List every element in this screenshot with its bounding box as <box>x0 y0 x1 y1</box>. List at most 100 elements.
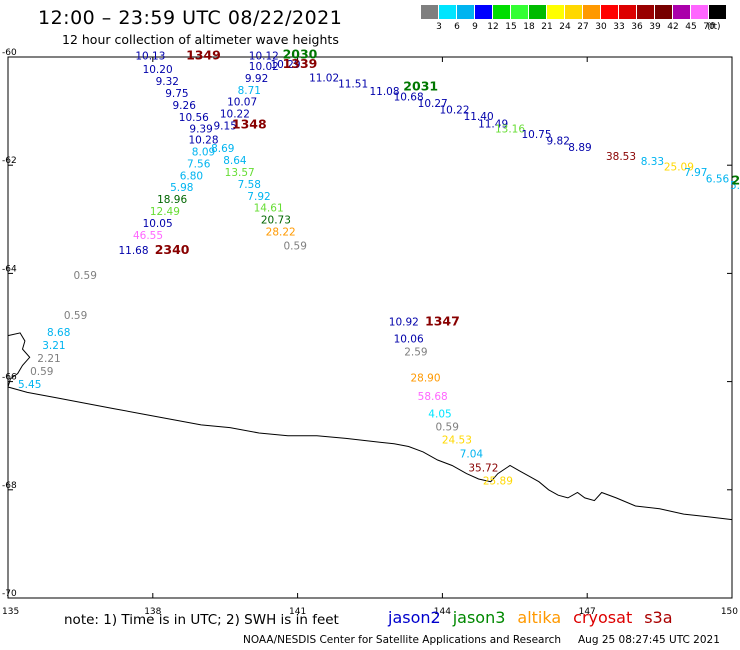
scale-swatch <box>457 5 474 19</box>
wave-height-label: 5.45 <box>18 379 41 391</box>
pass-time-label: 2030 <box>283 47 318 62</box>
wave-height-label: 2.59 <box>404 347 427 359</box>
wave-height-label: 12.49 <box>150 206 180 218</box>
wave-height-label: 9.39 <box>189 124 212 136</box>
pass-time-label: 1339 <box>283 56 318 71</box>
satellite-legend: jason2 jason3 altika cryosat s3a <box>388 608 685 627</box>
wave-height-label: 38.53 <box>606 151 636 163</box>
scale-swatch <box>529 5 546 19</box>
wave-height-label: 6.80 <box>180 170 203 182</box>
scale-label: 18 <box>523 22 535 32</box>
wave-height-label: 0.59 <box>284 241 307 253</box>
legend-item-jason2: jason2 <box>388 608 441 627</box>
wave-height-label: 7.58 <box>238 179 261 191</box>
scale-swatch <box>421 5 438 19</box>
footer-timestamp: Aug 25 08:27:45 UTC 2021 <box>578 634 720 646</box>
wave-height-label: 10.56 <box>179 112 209 124</box>
color-scale-unit: (ft) <box>707 22 721 32</box>
wave-height-label: 0.59 <box>74 270 97 282</box>
pass-time-label: 2032 <box>732 173 740 188</box>
scale-swatch <box>637 5 654 19</box>
scale-label: 36 <box>631 22 643 32</box>
wave-height-label: 8.89 <box>568 142 591 154</box>
wave-height-label: 14.61 <box>254 203 284 215</box>
lon-label: 141 <box>289 607 306 617</box>
wave-height-label: 8.09 <box>192 147 215 159</box>
scale-label: 9 <box>472 22 478 32</box>
scale-swatch <box>493 5 510 19</box>
wave-height-label: 13.57 <box>225 167 255 179</box>
wave-height-label: 11.49 <box>478 118 508 130</box>
wave-height-label: 25.09 <box>664 162 694 174</box>
scale-swatch <box>619 5 636 19</box>
scale-swatch <box>583 5 600 19</box>
wave-height-label: 11.51 <box>338 78 368 90</box>
wave-height-label: 8.68 <box>47 327 70 339</box>
legend-item-altika: altika <box>517 608 562 627</box>
wave-height-label: 28.22 <box>266 227 296 239</box>
scale-swatch <box>511 5 528 19</box>
wave-height-label: 11.02 <box>309 72 339 84</box>
wave-height-label: 0.59 <box>64 310 87 322</box>
page-title: 12:00 – 23:59 UTC 08/22/2021 <box>38 7 343 29</box>
lat-label: -66 <box>2 373 17 383</box>
wave-height-label: 6.56 <box>706 174 730 186</box>
scale-label: 21 <box>541 22 553 32</box>
wave-height-label: 4.05 <box>428 408 451 420</box>
lon-label: 135 <box>2 607 19 617</box>
scale-label: 27 <box>577 22 589 32</box>
wave-height-label: 10.07 <box>227 97 257 109</box>
wave-height-label: 46.55 <box>133 230 163 242</box>
scale-swatch <box>655 5 672 19</box>
wave-height-label: 10.27 <box>418 98 448 110</box>
wave-height-label: 9.82 <box>547 136 570 148</box>
wave-height-label: 58.68 <box>418 391 448 403</box>
wave-height-label: 13.16 <box>495 124 525 136</box>
scale-swatch <box>601 5 618 19</box>
lon-label: 144 <box>434 607 451 617</box>
wave-height-label: 18.96 <box>157 194 187 206</box>
wave-height-label: 5.98 <box>170 182 193 194</box>
wave-height-label: 10.68 <box>394 91 424 103</box>
wave-height-label: 10.02 <box>249 61 279 73</box>
wave-height-label: 7.97 <box>684 167 707 179</box>
lat-label: -70 <box>2 589 17 599</box>
scale-swatch <box>565 5 582 19</box>
scale-label: 70 <box>703 22 715 32</box>
wave-height-label: 10.05 <box>143 218 173 230</box>
wave-height-label: 5.31 <box>730 180 740 192</box>
wave-height-label: 10.28 <box>188 135 218 147</box>
wave-height-label: 9.32 <box>156 76 179 88</box>
wave-height-label: 3.21 <box>42 340 65 352</box>
wave-height-label: 10.75 <box>521 129 551 141</box>
wave-height-label: 25.89 <box>483 475 513 487</box>
scale-label: 6 <box>454 22 460 32</box>
wave-height-label: 0.59 <box>436 421 459 433</box>
scale-label: 39 <box>649 22 661 32</box>
wave-height-label: 10.29 <box>270 59 300 71</box>
pass-time-label: 2031 <box>403 79 438 94</box>
scale-swatch <box>673 5 690 19</box>
wave-height-label: 24.53 <box>442 434 472 446</box>
scale-swatch <box>439 5 456 19</box>
wave-height-label: 11.68 <box>118 245 148 257</box>
map-frame <box>7 56 733 599</box>
scale-label: 15 <box>505 22 517 32</box>
wave-height-label: 11.08 <box>369 86 399 98</box>
scale-label: 42 <box>667 22 679 32</box>
scale-label: 12 <box>487 22 499 32</box>
scale-swatch <box>475 5 492 19</box>
wave-height-label: 20.73 <box>261 215 291 227</box>
scale-label: 30 <box>595 22 607 32</box>
lat-label: -62 <box>2 156 17 166</box>
scale-swatch <box>547 5 564 19</box>
wave-height-label: 8.71 <box>238 85 261 97</box>
pass-time-label: 2340 <box>155 242 190 257</box>
pass-time-label: 1349 <box>186 48 221 63</box>
wave-height-label: 10.20 <box>143 64 173 76</box>
lon-label: 147 <box>579 607 596 617</box>
wave-height-label: 10.06 <box>394 334 424 346</box>
wave-height-label: 10.92 <box>389 316 419 328</box>
